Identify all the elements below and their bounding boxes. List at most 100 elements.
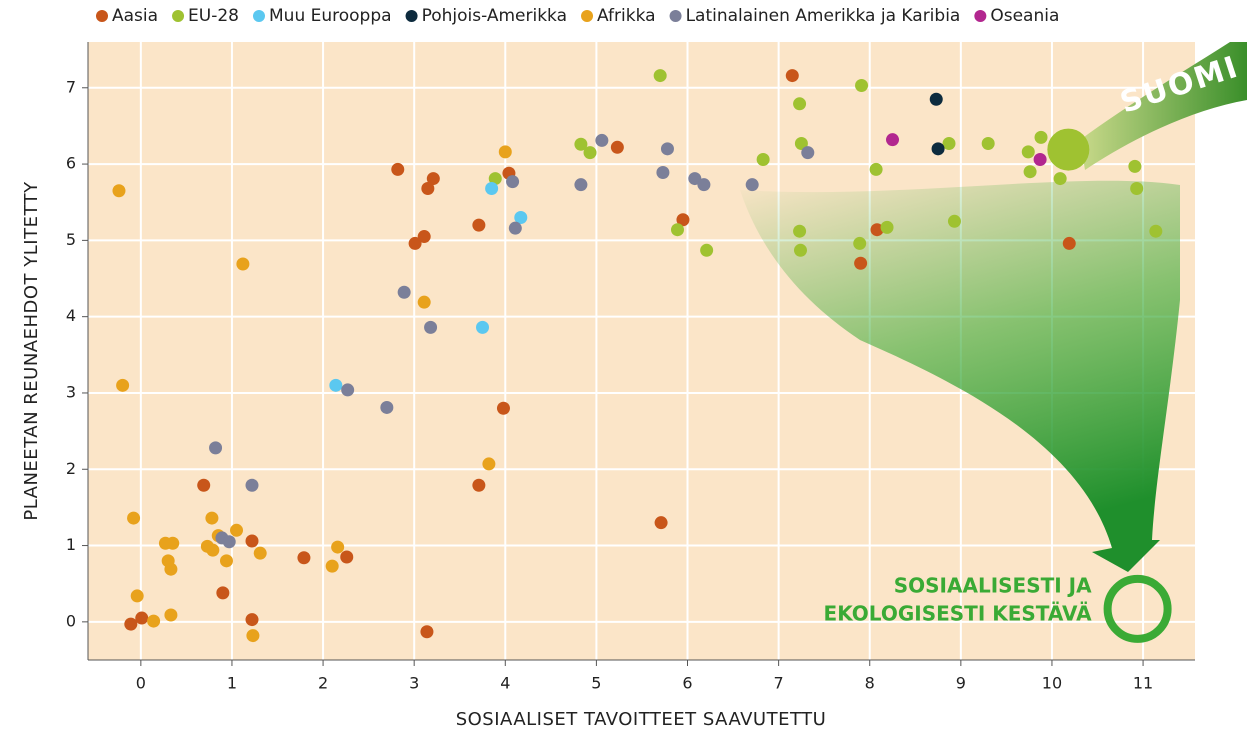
point: [656, 166, 669, 179]
point: [595, 134, 608, 147]
page: SUOMISOSIAALISESTI JAEKOLOGISESTI KESTÄV…: [0, 0, 1247, 733]
point: [870, 163, 883, 176]
point: [757, 153, 770, 166]
point: [331, 541, 344, 554]
point: [166, 537, 179, 550]
point: [124, 618, 137, 631]
point: [1054, 172, 1067, 185]
point: [116, 379, 129, 392]
point: [236, 258, 249, 271]
legend-marker: [96, 10, 108, 22]
point: [164, 563, 177, 576]
point: [341, 383, 354, 396]
x-tick-label: 8: [865, 674, 875, 693]
legend-label: Muu Eurooppa: [269, 6, 392, 26]
point: [853, 237, 866, 250]
point: [127, 512, 140, 525]
legend-label: EU-28: [188, 6, 239, 26]
legend-label: Aasia: [112, 6, 158, 26]
x-tick-label: 2: [318, 674, 328, 693]
point: [1128, 160, 1141, 173]
point: [380, 401, 393, 414]
x-tick-label: 10: [1042, 674, 1062, 693]
point: [932, 142, 945, 155]
point: [793, 97, 806, 110]
point: [206, 544, 219, 557]
point: [746, 178, 759, 191]
y-tick-label: 2: [66, 459, 76, 478]
point: [654, 69, 667, 82]
point: [509, 222, 522, 235]
point: [391, 163, 404, 176]
point: [855, 79, 868, 92]
y-tick-label: 0: [66, 611, 76, 630]
point: [697, 178, 710, 191]
x-tick-label: 3: [409, 674, 419, 693]
point: [786, 69, 799, 82]
y-tick-label: 6: [66, 154, 76, 173]
legend-label: Afrikka: [597, 6, 656, 26]
legend-marker: [581, 10, 593, 22]
point: [472, 219, 485, 232]
point: [197, 479, 210, 492]
legend-label: Pohjois-Amerikka: [422, 6, 567, 26]
x-tick-label: 6: [682, 674, 692, 693]
point: [246, 534, 259, 547]
point: [497, 402, 510, 415]
point: [209, 441, 222, 454]
x-tick-label: 4: [500, 674, 510, 693]
legend-marker: [253, 10, 265, 22]
point: [793, 225, 806, 238]
point: [1149, 225, 1162, 238]
point: [1130, 182, 1143, 195]
point: [655, 516, 668, 529]
point: [506, 175, 519, 188]
x-tick-label: 1: [227, 674, 237, 693]
point: [1022, 145, 1035, 158]
point: [485, 182, 498, 195]
point: [499, 145, 512, 158]
x-tick-label: 9: [956, 674, 966, 693]
point: [671, 223, 684, 236]
legend-marker: [670, 10, 682, 22]
chart: SUOMISOSIAALISESTI JAEKOLOGISESTI KESTÄV…: [0, 0, 1247, 733]
point: [398, 286, 411, 299]
point: [223, 535, 236, 548]
point: [424, 321, 437, 334]
point: [801, 146, 814, 159]
point: [584, 146, 597, 159]
legend: Aasia EU-28 Muu Eurooppa Pohjois-Amerikka Af…: [96, 6, 1059, 26]
y-tick-label: 4: [66, 306, 76, 325]
y-tick-label: 1: [66, 535, 76, 554]
legend-marker: [172, 10, 184, 22]
point: [409, 237, 422, 250]
point: [1035, 131, 1048, 144]
legend-marker: [406, 10, 418, 22]
point: [476, 321, 489, 334]
point: [472, 479, 485, 492]
point: [421, 182, 434, 195]
x-tick-label: 5: [591, 674, 601, 693]
legend-label: Oseania: [990, 6, 1059, 26]
y-tick-label: 5: [66, 230, 76, 249]
point: [1024, 165, 1037, 178]
x-tick-label: 7: [774, 674, 784, 693]
point: [326, 560, 339, 573]
point: [246, 613, 259, 626]
point: [254, 547, 267, 560]
point: [930, 93, 943, 106]
point: [794, 244, 807, 257]
point: [700, 244, 713, 257]
point: [112, 184, 125, 197]
x-axis-title: SOSIAALISET TAVOITTEET SAAVUTETTU: [456, 709, 827, 730]
point: [1063, 237, 1076, 250]
target-label: EKOLOGISESTI KESTÄVÄ: [824, 601, 1093, 625]
point: [881, 221, 894, 234]
point: [297, 551, 310, 564]
point: [611, 141, 624, 154]
target-label: SOSIAALISESTI JA: [894, 573, 1092, 597]
legend-label: Latinalainen Amerikka ja Karibia: [686, 6, 961, 26]
legend-marker: [974, 10, 986, 22]
x-tick-label: 0: [136, 674, 146, 693]
point: [482, 457, 495, 470]
